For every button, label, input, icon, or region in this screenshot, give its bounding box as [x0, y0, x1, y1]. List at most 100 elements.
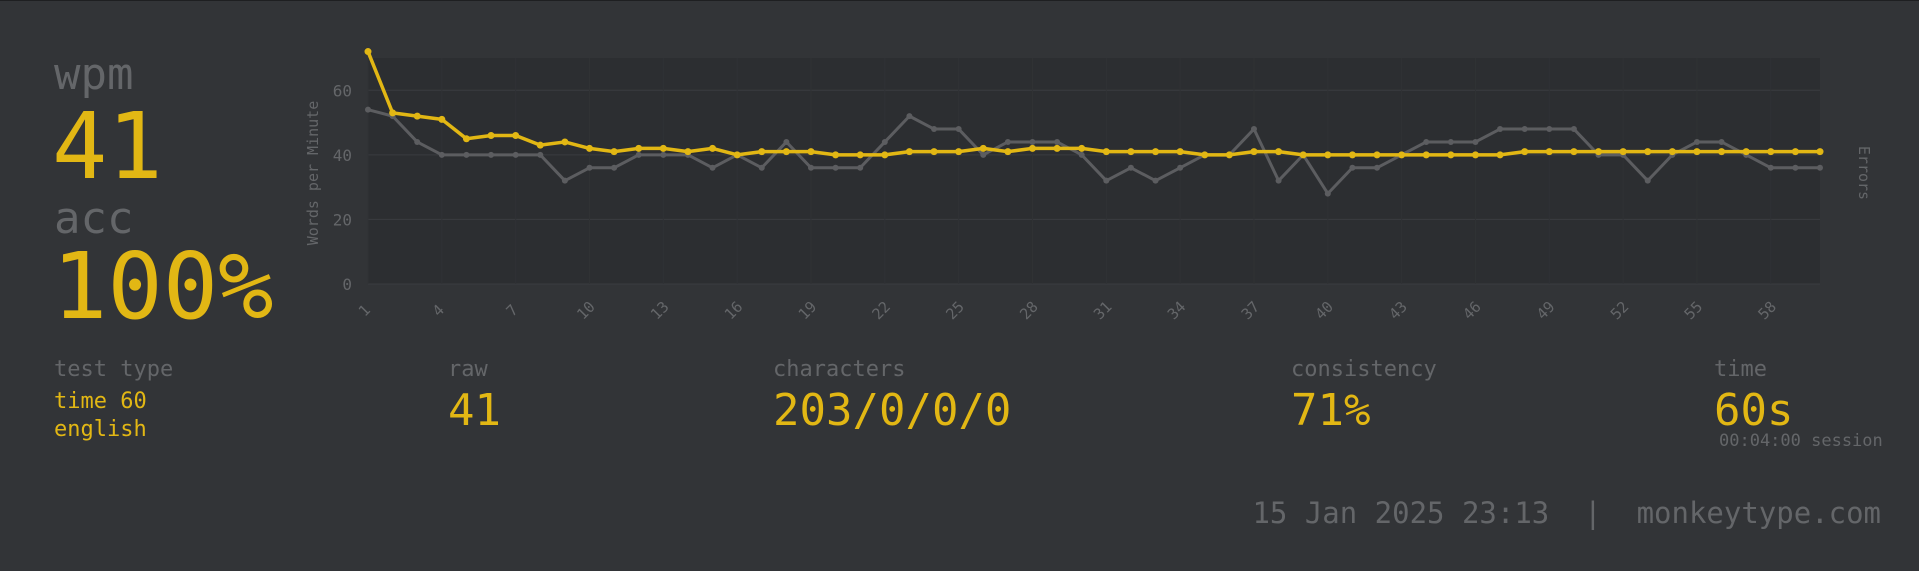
raw-point — [709, 164, 716, 171]
wpm-point — [364, 48, 372, 56]
wpm-point — [1619, 148, 1627, 156]
wpm-point — [561, 138, 569, 146]
raw-point — [931, 126, 938, 133]
raw-point — [438, 151, 445, 158]
raw-point — [1497, 126, 1504, 133]
raw-point — [1177, 164, 1184, 171]
wpm-point — [807, 148, 815, 156]
y-axis-ticks: 0 20 40 60 — [333, 81, 352, 294]
y-tick-label: 40 — [333, 146, 352, 165]
x-tick-label: 1 — [355, 301, 374, 320]
x-tick-label: 40 — [1312, 298, 1338, 324]
y2-axis-label: Errors — [1855, 146, 1873, 200]
wpm-point — [610, 148, 618, 156]
raw-point — [1250, 126, 1257, 133]
raw-point — [1792, 164, 1799, 171]
x-tick-label: 37 — [1238, 298, 1264, 324]
wpm-point — [1176, 148, 1184, 156]
wpm-point — [1496, 151, 1504, 159]
wpm-point — [635, 144, 643, 152]
wpm-point — [1373, 151, 1381, 159]
wpm-point — [1324, 151, 1332, 159]
raw-point — [561, 177, 568, 184]
wpm-point — [536, 141, 544, 149]
wpm-point — [1250, 148, 1258, 156]
wpm-point — [881, 151, 889, 159]
raw-point — [1275, 177, 1282, 184]
wpm-point — [684, 148, 692, 156]
wpm-point — [930, 148, 938, 156]
raw-point — [1423, 138, 1430, 145]
wpm-point — [1201, 151, 1209, 159]
wpm-point — [1299, 151, 1307, 159]
x-tick-label: 43 — [1385, 298, 1411, 324]
wpm-point — [1152, 148, 1160, 156]
x-tick-label: 25 — [942, 298, 968, 324]
raw-point — [1374, 164, 1381, 171]
consistency-value: 71% — [1291, 385, 1371, 436]
raw-point — [660, 151, 667, 158]
x-tick-label: 46 — [1459, 298, 1485, 324]
acc-value: 100% — [52, 233, 274, 340]
wpm-point — [955, 148, 963, 156]
raw-point — [1644, 177, 1651, 184]
raw-point — [1767, 164, 1774, 171]
wpm-point — [905, 148, 913, 156]
x-tick-label: 22 — [869, 298, 895, 324]
raw-point — [1718, 138, 1725, 145]
site-name[interactable]: monkeytype.com — [1636, 496, 1881, 530]
footer-info: 15 Jan 2025 23:13 | monkeytype.com — [1252, 499, 1881, 528]
x-tick-label: 10 — [573, 298, 599, 324]
y-axis-label: Words per Minute — [304, 101, 322, 246]
wpm-point — [659, 144, 667, 152]
x-tick-label: 19 — [795, 298, 821, 324]
raw-point — [906, 113, 913, 120]
wpm-point — [1053, 144, 1061, 152]
test-type-label: test type — [54, 357, 174, 382]
raw-point — [832, 164, 839, 171]
raw-point — [881, 138, 888, 145]
raw-point — [635, 151, 642, 158]
x-tick-label: 31 — [1090, 298, 1116, 324]
wpm-value: 41 — [52, 93, 163, 200]
wpm-series-line — [366, 49, 1822, 157]
wpm-point — [1078, 144, 1086, 152]
plot-area — [368, 58, 1820, 284]
test-type-mode[interactable]: time 60 — [54, 389, 147, 414]
session-time: 00:04:00 session — [1719, 431, 1883, 451]
wpm-point — [758, 148, 766, 156]
wpm-point — [1545, 148, 1553, 156]
wpm-point — [1447, 151, 1455, 159]
wpm-point — [413, 112, 421, 120]
wpm-point — [709, 144, 717, 152]
raw-point — [1029, 138, 1036, 145]
footer-separator: | — [1584, 496, 1602, 530]
raw-point — [1054, 138, 1061, 145]
raw-series-line — [366, 108, 1822, 196]
raw-point — [488, 151, 495, 158]
raw-point — [1521, 126, 1528, 133]
x-axis-ticks: 1 4 7 10 13 16 19 22 25 28 31 34 37 40 43 46 49 52 55 58 — [355, 298, 1780, 324]
acc-label: acc — [54, 193, 134, 244]
x-tick-label: 49 — [1533, 298, 1559, 324]
characters-value: 203/0/0/0 — [773, 385, 1012, 436]
wpm-point — [389, 109, 397, 117]
x-tick-label: 28 — [1016, 298, 1042, 324]
x-tick-label: 55 — [1681, 298, 1707, 324]
raw-point — [586, 164, 593, 171]
raw-point — [783, 138, 790, 145]
y-tick-label: 0 — [342, 275, 352, 294]
raw-point — [1324, 190, 1331, 197]
wpm-point — [1004, 148, 1012, 156]
x-tick-label: 58 — [1754, 298, 1780, 324]
chart-grid — [367, 58, 1820, 285]
raw-point — [1152, 177, 1159, 184]
wpm-point — [1102, 148, 1110, 156]
raw-point — [1127, 164, 1134, 171]
wpm-point — [782, 148, 790, 156]
raw-point — [1349, 164, 1356, 171]
wpm-point — [462, 135, 470, 143]
wpm-point — [1225, 151, 1233, 159]
test-type-language[interactable]: english — [54, 417, 147, 442]
raw-point — [512, 151, 519, 158]
